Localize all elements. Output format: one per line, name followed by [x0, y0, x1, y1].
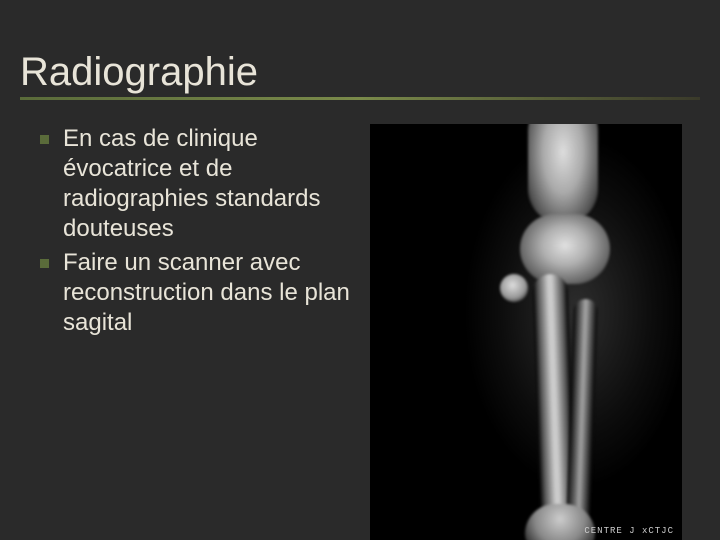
- ct-scan-image: CENTRE J xCTJC: [370, 124, 682, 540]
- slide-title: Radiographie: [20, 50, 700, 95]
- bullet-list: En cas de clinique évocatrice et de radi…: [20, 124, 360, 540]
- bullet-text: Faire un scanner avec reconstruction dan…: [63, 248, 360, 338]
- bone-proximal: [528, 124, 598, 224]
- title-divider: [20, 97, 700, 100]
- image-panel: CENTRE J xCTJC: [370, 124, 690, 540]
- bullet-icon: [40, 135, 49, 144]
- list-item: En cas de clinique évocatrice et de radi…: [40, 124, 360, 244]
- bullet-text: En cas de clinique évocatrice et de radi…: [63, 124, 360, 244]
- bone-fragment: [500, 274, 528, 302]
- slide: Radiographie En cas de clinique évocatri…: [0, 0, 720, 540]
- bone-joint: [520, 214, 610, 284]
- content-row: En cas de clinique évocatrice et de radi…: [20, 124, 700, 540]
- scan-overlay-text: CENTRE J xCTJC: [584, 526, 674, 536]
- bullet-icon: [40, 259, 49, 268]
- list-item: Faire un scanner avec reconstruction dan…: [40, 248, 360, 338]
